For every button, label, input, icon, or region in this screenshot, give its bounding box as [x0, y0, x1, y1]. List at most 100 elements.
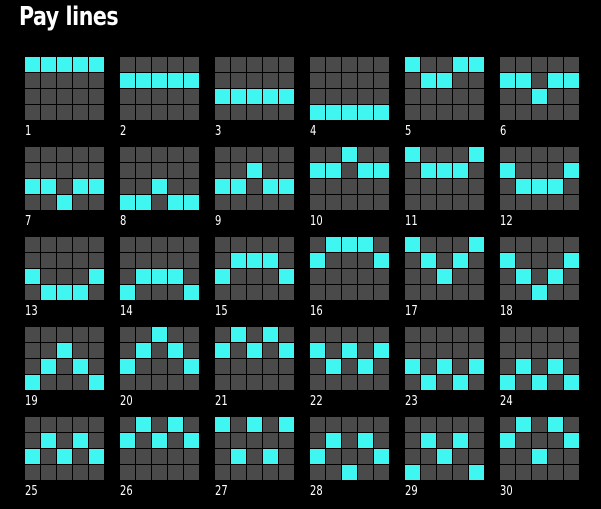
payline-card: 29 [405, 417, 485, 505]
payline-cell [215, 359, 230, 374]
payline-cell [342, 163, 357, 178]
payline-cell [263, 343, 278, 358]
payline-cell [310, 417, 325, 432]
payline-cell [405, 449, 420, 464]
payline-cell [247, 105, 262, 120]
payline-cell [453, 417, 468, 432]
payline-cell-active [184, 285, 199, 300]
payline-cell [532, 73, 547, 88]
payline-cell-active [120, 285, 135, 300]
payline-cell [120, 89, 135, 104]
payline-pattern [500, 417, 580, 481]
payline-cell [405, 343, 420, 358]
payline-cell-active [405, 359, 420, 374]
payline-cell [263, 465, 278, 480]
payline-cell [41, 465, 56, 480]
payline-cell-active [516, 269, 531, 284]
payline-cell [73, 253, 88, 268]
payline-cell-active [215, 89, 230, 104]
payline-cell-active [437, 449, 452, 464]
payline-cell-active [548, 417, 563, 432]
payline-card: 7 [25, 147, 105, 235]
payline-cell-active [231, 327, 246, 342]
payline-cell [564, 343, 579, 358]
payline-card: 22 [310, 327, 390, 415]
payline-pattern [25, 417, 105, 481]
payline-cell-active [41, 179, 56, 194]
payline-cell [184, 253, 199, 268]
payline-cell-active [310, 343, 325, 358]
payline-cell [437, 179, 452, 194]
payline-cell-active [25, 179, 40, 194]
payline-cell [342, 285, 357, 300]
payline-cell-active [358, 163, 373, 178]
payline-cell-active [469, 359, 484, 374]
payline-cell [437, 327, 452, 342]
payline-cell [25, 105, 40, 120]
payline-cell-active [152, 73, 167, 88]
payline-cell [453, 343, 468, 358]
payline-cell [374, 237, 389, 252]
payline-cell [437, 375, 452, 390]
payline-cell [310, 433, 325, 448]
payline-cell [73, 73, 88, 88]
payline-cell [152, 195, 167, 210]
payline-pattern [25, 327, 105, 391]
payline-cell [532, 147, 547, 162]
payline-cell-active [89, 375, 104, 390]
payline-cell [120, 417, 135, 432]
payline-cell [564, 237, 579, 252]
payline-cell [310, 57, 325, 72]
payline-cell [564, 417, 579, 432]
payline-cell [215, 465, 230, 480]
payline-cell [310, 465, 325, 480]
payline-cell [89, 147, 104, 162]
payline-card: 9 [215, 147, 295, 235]
payline-cell [152, 285, 167, 300]
payline-card: 4 [310, 57, 390, 145]
payline-cell [469, 449, 484, 464]
payline-cell [374, 73, 389, 88]
payline-cell [231, 465, 246, 480]
payline-cell [279, 449, 294, 464]
payline-cell [215, 327, 230, 342]
payline-cell [532, 433, 547, 448]
payline-cell [437, 285, 452, 300]
payline-cell [342, 417, 357, 432]
payline-cell [152, 89, 167, 104]
payline-cell [453, 179, 468, 194]
payline-cell-active [279, 179, 294, 194]
payline-cell [231, 417, 246, 432]
payline-cell [326, 343, 341, 358]
payline-cell [168, 359, 183, 374]
payline-cell [500, 179, 515, 194]
payline-cell [437, 343, 452, 358]
payline-cell-active [453, 433, 468, 448]
payline-card: 10 [310, 147, 390, 235]
payline-cell [73, 163, 88, 178]
payline-cell-active [310, 163, 325, 178]
payline-cell [152, 417, 167, 432]
payline-cell [247, 449, 262, 464]
payline-cell-active [57, 57, 72, 72]
payline-cell [374, 327, 389, 342]
payline-cell-active [421, 253, 436, 268]
payline-cell-active [231, 253, 246, 268]
payline-cell-active [437, 269, 452, 284]
payline-cell [247, 57, 262, 72]
payline-cell [120, 237, 135, 252]
payline-cell [279, 285, 294, 300]
payline-cell [184, 89, 199, 104]
payline-number: 15 [215, 304, 228, 319]
payline-pattern [120, 327, 200, 391]
payline-cell [516, 89, 531, 104]
payline-cell [263, 285, 278, 300]
payline-cell [279, 253, 294, 268]
payline-cell [421, 105, 436, 120]
payline-cell [516, 433, 531, 448]
payline-cell-active [41, 57, 56, 72]
payline-cell [41, 237, 56, 252]
payline-cell [310, 179, 325, 194]
payline-cell [358, 417, 373, 432]
payline-number: 5 [405, 124, 412, 139]
